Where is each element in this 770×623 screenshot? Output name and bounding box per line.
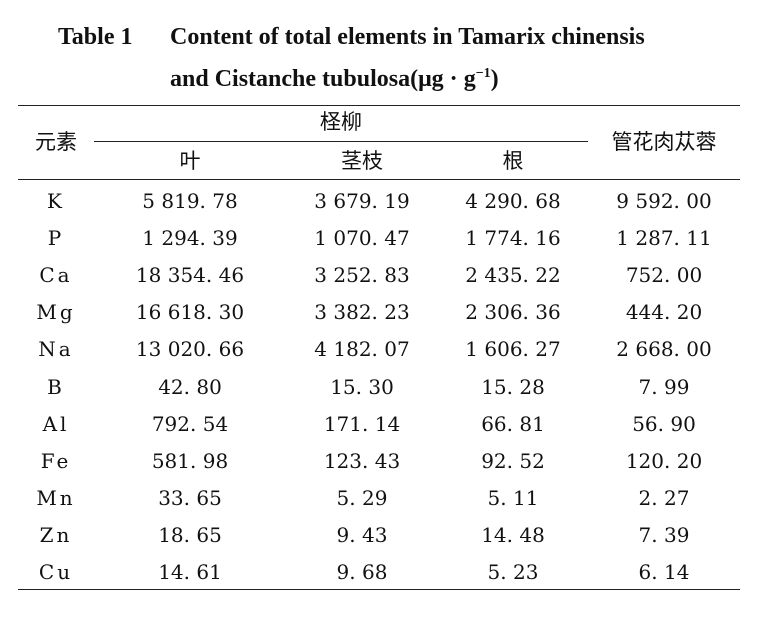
cistanche-value-cell: 752. 00 — [625, 262, 703, 287]
stem-value-cell: 15. 30 — [330, 374, 394, 399]
table-row: Cu 14. 61 9. 68 5. 23 6. 14 — [18, 554, 740, 591]
unit-mu: μ — [418, 66, 432, 92]
root-value-cell: 5. 11 — [487, 486, 539, 511]
header-stem: 茎枝 — [341, 149, 383, 173]
cistanche-value-cell: 7. 99 — [638, 374, 690, 399]
leaf-value-cell: 5 819. 78 — [142, 188, 238, 213]
stem-value-cell: 4 182. 07 — [314, 337, 410, 362]
stem-value-cell: 171. 14 — [323, 411, 401, 436]
caption-title-line-1: Content of total elements in Tamarix chi… — [170, 24, 645, 50]
table-row: Ca 18 354. 46 3 252. 83 2 435. 22 752. 00 — [18, 256, 740, 293]
element-cell: Cu — [38, 560, 74, 585]
root-value-cell: 5. 23 — [487, 560, 539, 585]
element-cell: Ca — [39, 262, 73, 287]
element-content-table: K 5 819. 78 3 679. 19 4 290. 68 9 592. 00 P 1 … — [18, 182, 740, 591]
leaf-value-cell: 18 354. 46 — [135, 262, 245, 287]
leaf-value-cell: 581. 98 — [151, 448, 229, 473]
cistanche-value-cell: 7. 39 — [638, 523, 690, 548]
table-row: K 5 819. 78 3 679. 19 4 290. 68 9 592. 00 — [18, 182, 740, 219]
tamarix-group-rule — [94, 141, 588, 142]
header-cistanche: 管花肉苁蓉 — [611, 130, 717, 154]
leaf-value-cell: 13 020. 66 — [135, 337, 245, 362]
element-cell: K — [47, 188, 65, 213]
element-cell: Zn — [39, 523, 73, 548]
caption-line-2: and Cistanche tubulosa(μg · g−1) — [0, 58, 770, 100]
header-tamarix-group: 柽柳 — [320, 110, 362, 134]
table-row: Zn 18. 65 9. 43 14. 48 7. 39 — [18, 517, 740, 554]
table-top-rule — [18, 105, 740, 106]
unit-exponent: −1 — [475, 66, 491, 81]
element-cell: Na — [38, 337, 74, 362]
root-value-cell: 14. 48 — [481, 523, 545, 548]
table-row: Mg 16 618. 30 3 382. 23 2 306. 36 444. 20 — [18, 294, 740, 331]
header-bottom-rule — [18, 179, 740, 180]
stem-value-cell: 9. 68 — [336, 560, 388, 585]
element-cell: P — [47, 225, 65, 250]
unit-close: ) — [490, 66, 499, 92]
cistanche-value-cell: 2. 27 — [638, 486, 690, 511]
root-value-cell: 2 435. 22 — [465, 262, 561, 287]
stem-value-cell: 5. 29 — [336, 486, 388, 511]
table-row: Mn 33. 65 5. 29 5. 11 2. 27 — [18, 480, 740, 517]
table-bottom-rule — [18, 589, 740, 590]
root-value-cell: 92. 52 — [481, 448, 545, 473]
root-value-cell: 2 306. 36 — [465, 300, 561, 325]
header-leaf: 叶 — [179, 149, 201, 173]
cistanche-value-cell: 1 287. 11 — [616, 225, 712, 250]
element-cell: B — [47, 374, 65, 399]
table-row: Fe 581. 98 123. 43 92. 52 120. 20 — [18, 442, 740, 479]
cistanche-value-cell: 444. 20 — [625, 300, 703, 325]
root-value-cell: 1 774. 16 — [465, 225, 561, 250]
caption-title-line-2: and Cistanche tubulosa( — [170, 66, 419, 92]
root-value-cell: 15. 28 — [481, 374, 545, 399]
table-row: Na 13 020. 66 4 182. 07 1 606. 27 2 668. 00 — [18, 331, 740, 368]
element-cell: Mn — [36, 486, 76, 511]
stem-value-cell: 3 382. 23 — [314, 300, 410, 325]
table-row: B 42. 80 15. 30 15. 28 7. 99 — [18, 368, 740, 405]
header-element: 元素 — [35, 130, 77, 154]
root-value-cell: 4 290. 68 — [465, 188, 561, 213]
caption-line-1: Table 1 Content of total elements in Tam… — [0, 16, 770, 58]
element-cell: Al — [42, 411, 70, 436]
header-root: 根 — [502, 149, 524, 173]
cistanche-value-cell: 6. 14 — [638, 560, 690, 585]
table-row: P 1 294. 39 1 070. 47 1 774. 16 1 287. 11 — [18, 219, 740, 256]
unit-g: g — [431, 66, 444, 92]
stem-value-cell: 123. 43 — [323, 448, 401, 473]
table-row: Al 792. 54 171. 14 66. 81 56. 90 — [18, 405, 740, 442]
stem-value-cell: 1 070. 47 — [314, 225, 410, 250]
leaf-value-cell: 33. 65 — [158, 486, 222, 511]
table-caption: Table 1 Content of total elements in Tam… — [0, 16, 770, 100]
root-value-cell: 1 606. 27 — [465, 337, 561, 362]
leaf-value-cell: 1 294. 39 — [142, 225, 238, 250]
root-value-cell: 66. 81 — [481, 411, 545, 436]
leaf-value-cell: 42. 80 — [158, 374, 222, 399]
cistanche-value-cell: 120. 20 — [625, 448, 703, 473]
element-cell: Mg — [36, 300, 76, 325]
leaf-value-cell: 792. 54 — [151, 411, 229, 436]
cistanche-value-cell: 2 668. 00 — [616, 337, 712, 362]
element-cell: Fe — [40, 448, 72, 473]
leaf-value-cell: 18. 65 — [158, 523, 222, 548]
leaf-value-cell: 14. 61 — [158, 560, 222, 585]
unit-dot: · — [449, 66, 458, 92]
table-body: K 5 819. 78 3 679. 19 4 290. 68 9 592. 00 P 1 … — [18, 182, 740, 591]
stem-value-cell: 9. 43 — [336, 523, 388, 548]
leaf-value-cell: 16 618. 30 — [135, 300, 245, 325]
stem-value-cell: 3 252. 83 — [314, 262, 410, 287]
stem-value-cell: 3 679. 19 — [314, 188, 410, 213]
caption-label: Table 1 — [58, 24, 133, 50]
unit-g-2: g — [463, 66, 476, 92]
cistanche-value-cell: 9 592. 00 — [616, 188, 712, 213]
cistanche-value-cell: 56. 90 — [632, 411, 696, 436]
